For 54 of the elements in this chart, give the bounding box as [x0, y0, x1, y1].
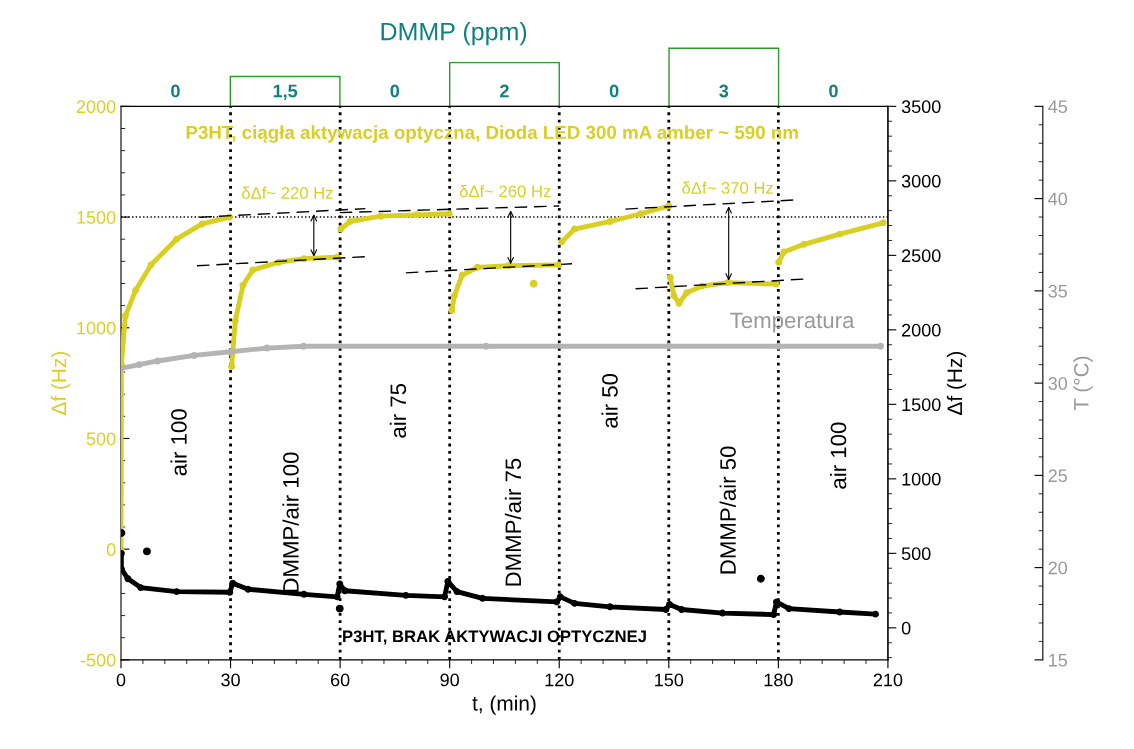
chart-title: DMMP (ppm): [381, 22, 527, 46]
x-tick-label: 150: [655, 673, 684, 687]
y-tick-label: 1500: [77, 210, 116, 224]
text: 0: [829, 84, 838, 98]
y3-tick-label: 35: [1048, 284, 1068, 298]
y3-tick-label: 15: [1049, 653, 1068, 667]
x-tick-label: 0: [116, 673, 126, 687]
x-tick-label: 90: [440, 673, 460, 687]
series-label: P3HT, BRAK AKTYWACJI OPTYCZNEJ: [343, 630, 646, 645]
y2-tick-label: 1000: [902, 472, 941, 486]
x-tick-label: 120: [545, 673, 574, 687]
y-tick-label: 0: [106, 543, 116, 556]
y-tick-label: 1000: [77, 321, 116, 335]
annotation: δΔf~ 220 Hz: [242, 186, 333, 199]
series-label: Temperatura: [730, 312, 855, 333]
y3-tick-label: 45: [1048, 100, 1068, 114]
y2-tick-label: 3000: [901, 174, 941, 188]
y3-tick-label: 30: [1048, 377, 1068, 390]
annotation: δΔf~ 260 Hz: [459, 184, 551, 198]
y3-tick-label: 20: [1048, 561, 1068, 575]
y2-axis-title: Δf (Hz): [946, 351, 967, 415]
text: 1,5: [273, 84, 298, 100]
annotation: DMMP/air 100: [282, 452, 299, 592]
text: 0: [390, 84, 400, 98]
annotation: air 75: [389, 383, 407, 438]
y-tick-label: -500: [80, 653, 116, 667]
text: 3: [719, 84, 729, 98]
x-axis-title: t, (min): [472, 695, 536, 715]
text: P3HT, ciągła aktywacja optyczna, Dioda LED 300 mA amber ~ 590 nm: [186, 125, 798, 143]
x-tick-label: 210: [873, 673, 903, 687]
x-tick-label: 30: [221, 673, 240, 687]
annotation: air 100: [170, 409, 187, 476]
y2-tick-label: 500: [901, 547, 931, 561]
y2-tick-label: 3500: [901, 100, 941, 114]
y3-axis-title: T (°C): [1073, 356, 1093, 411]
y2-tick-label: 0: [901, 621, 911, 635]
text: 0: [609, 84, 619, 98]
text: 0: [171, 84, 180, 98]
annotation: air 100: [830, 422, 847, 489]
y3-tick-label: 40: [1048, 192, 1068, 206]
annotation: air 50: [601, 373, 618, 428]
y2-tick-label: 2000: [902, 323, 941, 337]
x-tick-label: 60: [331, 673, 350, 687]
y2-tick-label: 2500: [902, 249, 941, 263]
text: 2: [500, 84, 509, 98]
y-tick-label: 2000: [76, 100, 116, 114]
annotation: DMMP/air 75: [504, 458, 522, 586]
annotation: δΔf~ 370 Hz: [682, 181, 773, 194]
y-tick-label: 500: [86, 432, 116, 446]
x-tick-label: 180: [764, 673, 793, 687]
y2-tick-label: 1500: [902, 398, 941, 412]
y-axis-title: Δf (Hz): [51, 351, 71, 415]
y3-tick-label: 25: [1048, 469, 1068, 483]
annotation: DMMP/air 50: [719, 446, 736, 574]
